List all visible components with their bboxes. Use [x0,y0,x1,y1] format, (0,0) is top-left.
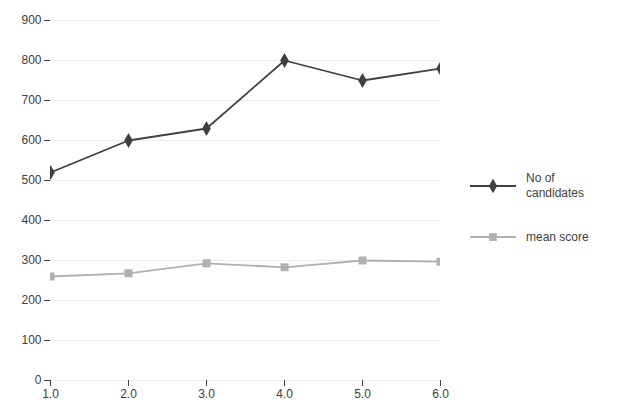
svg-text:400: 400 [21,213,41,227]
svg-text:3.0: 3.0 [198,387,215,401]
svg-text:200: 200 [21,293,41,307]
html-text:mean score: mean score [526,229,589,244]
html-text:No of candidates: No of candidates [526,171,584,200]
svg-text:600: 600 [21,133,41,147]
svg-text:5.0: 5.0 [354,387,371,401]
svg-text:6.0: 6.0 [432,387,449,401]
svg-text:1.0: 1.0 [42,387,59,401]
svg-text:800: 800 [21,53,41,67]
svg-text:2.0: 2.0 [120,387,137,401]
svg-text:0: 0 [35,373,42,387]
svg-text:300: 300 [21,253,41,267]
svg-text:4.0: 4.0 [276,387,293,401]
svg-text:100: 100 [21,333,41,347]
svg-text:500: 500 [21,173,41,187]
svg-text:700: 700 [21,93,41,107]
svg-text:900: 900 [21,13,41,27]
